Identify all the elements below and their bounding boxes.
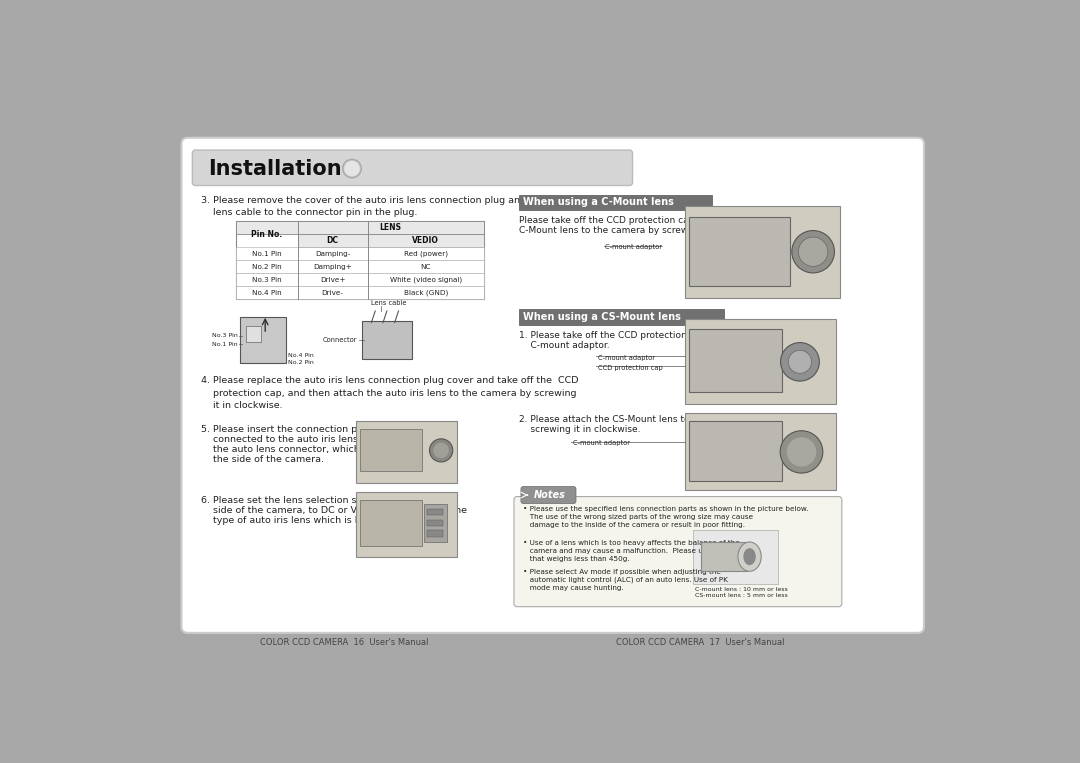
Text: When using a CS-Mount lens: When using a CS-Mount lens (524, 312, 681, 322)
Bar (356, 421, 457, 483)
Text: C-mount adaptor.: C-mount adaptor. (518, 341, 609, 350)
Text: • Please use the specified lens connection parts as shown in the picture below.
: • Please use the specified lens connecti… (524, 506, 809, 528)
Bar (235, 286, 484, 299)
Ellipse shape (788, 350, 811, 373)
Bar (685, 205, 840, 298)
Text: Red (power): Red (power) (404, 250, 447, 257)
Text: No.2 Pin: No.2 Pin (252, 264, 282, 270)
Bar (235, 221, 484, 234)
Text: No.1 Pin: No.1 Pin (252, 250, 282, 256)
Text: Black (GND): Black (GND) (404, 290, 448, 296)
Ellipse shape (433, 443, 449, 458)
Bar (235, 273, 484, 286)
Text: Drive-: Drive- (322, 290, 343, 296)
Text: Connector: Connector (323, 336, 357, 343)
Ellipse shape (781, 343, 820, 381)
Text: No.4 Pin: No.4 Pin (252, 290, 282, 296)
FancyBboxPatch shape (362, 321, 411, 359)
Text: Damping-: Damping- (315, 250, 350, 256)
Bar (685, 414, 836, 491)
Bar (689, 421, 782, 481)
Text: Please take off the CCD protection cap and attach the: Please take off the CCD protection cap a… (518, 216, 764, 225)
Bar (360, 500, 422, 546)
Text: 1. Please take off the CCD protection cap and: 1. Please take off the CCD protection ca… (518, 331, 726, 340)
Text: screwing it in clockwise.: screwing it in clockwise. (518, 425, 640, 434)
Text: C-mount adaptor: C-mount adaptor (572, 440, 630, 446)
FancyBboxPatch shape (241, 317, 286, 362)
Ellipse shape (780, 431, 823, 473)
Text: NC: NC (420, 264, 431, 270)
Bar (693, 530, 779, 584)
Text: No.2 Pin: No.2 Pin (288, 360, 314, 365)
Ellipse shape (345, 161, 360, 176)
Bar (428, 520, 443, 526)
FancyBboxPatch shape (192, 150, 633, 185)
Bar (518, 195, 713, 210)
Bar (246, 327, 261, 342)
Text: 3. Please remove the cover of the auto iris lens connection plug and solder the
: 3. Please remove the cover of the auto i… (201, 195, 577, 217)
Ellipse shape (342, 159, 362, 178)
Bar (235, 247, 484, 260)
Bar (360, 429, 422, 472)
Text: • Use of a lens which is too heavy affects the balance of the
   camera and may : • Use of a lens which is too heavy affec… (524, 539, 740, 562)
Text: • Please select Av mode if possible when adjusting the
   automatic light contro: • Please select Av mode if possible when… (524, 569, 728, 591)
Text: 2. Please attach the CS-Mount lens to the camera by: 2. Please attach the CS-Mount lens to th… (518, 415, 758, 424)
Bar (356, 492, 457, 558)
Text: 6. Please set the lens selection switch, located on the: 6. Please set the lens selection switch,… (201, 496, 456, 505)
Text: connected to the auto iris lens cable into: connected to the auto iris lens cable in… (201, 435, 407, 444)
Text: C-mount adaptor: C-mount adaptor (597, 355, 654, 361)
Text: Pin No.: Pin No. (252, 230, 282, 239)
Text: 5. Please insert the connection plug that is: 5. Please insert the connection plug tha… (201, 425, 405, 434)
Text: DC: DC (326, 236, 339, 245)
Text: No.4 Pin: No.4 Pin (288, 353, 314, 358)
Bar (689, 217, 789, 286)
Text: No.3 Pin: No.3 Pin (213, 333, 238, 338)
Text: Installation: Installation (208, 159, 342, 179)
FancyBboxPatch shape (521, 487, 576, 504)
Bar (689, 329, 782, 392)
Bar (518, 310, 724, 325)
Bar (428, 509, 443, 515)
Text: Drive+: Drive+ (320, 277, 346, 283)
Ellipse shape (792, 230, 835, 273)
Text: Lens cable: Lens cable (372, 300, 407, 306)
Text: When using a C-Mount lens: When using a C-Mount lens (524, 198, 674, 208)
Text: Notes: Notes (534, 490, 566, 500)
Text: No.3 Pin: No.3 Pin (252, 277, 282, 283)
Ellipse shape (743, 548, 756, 565)
Text: the side of the camera.: the side of the camera. (201, 455, 324, 464)
FancyBboxPatch shape (514, 497, 841, 607)
Bar (685, 320, 836, 404)
Ellipse shape (738, 542, 761, 571)
Bar (701, 542, 747, 571)
Bar (235, 221, 484, 299)
Text: CCD protection cap: CCD protection cap (597, 365, 662, 371)
Bar (298, 234, 484, 247)
FancyBboxPatch shape (181, 138, 924, 633)
Text: VEDIO: VEDIO (413, 236, 440, 245)
Bar (235, 260, 484, 273)
Text: side of the camera, to DC or VIDEO depending on the: side of the camera, to DC or VIDEO depen… (201, 506, 467, 515)
Text: LENS: LENS (380, 223, 402, 232)
Ellipse shape (798, 237, 828, 266)
Ellipse shape (430, 439, 453, 462)
Text: Damping+: Damping+ (313, 264, 352, 270)
Text: White (video signal): White (video signal) (390, 276, 461, 283)
Text: the auto lens connector, which is located on: the auto lens connector, which is locate… (201, 445, 423, 454)
Text: 4. Please replace the auto iris lens connection plug cover and take off the  CCD: 4. Please replace the auto iris lens con… (201, 376, 579, 410)
Bar (424, 504, 447, 542)
Text: C-mount lens : 10 mm or less
CS-mount lens : 5 mm or less: C-mount lens : 10 mm or less CS-mount le… (694, 587, 787, 598)
Text: COLOR CCD CAMERA  16  User's Manual: COLOR CCD CAMERA 16 User's Manual (260, 639, 429, 647)
Ellipse shape (786, 437, 816, 466)
Text: type of auto iris lens which is being used.: type of auto iris lens which is being us… (201, 516, 410, 525)
Text: C-Mount lens to the camera by screwing it in clockwise.: C-Mount lens to the camera by screwing i… (518, 227, 772, 235)
Bar (428, 530, 443, 536)
Text: COLOR CCD CAMERA  17  User's Manual: COLOR CCD CAMERA 17 User's Manual (617, 639, 785, 647)
Text: No.1 Pin: No.1 Pin (213, 342, 238, 346)
Text: C-mount adaptor: C-mount adaptor (606, 244, 662, 250)
